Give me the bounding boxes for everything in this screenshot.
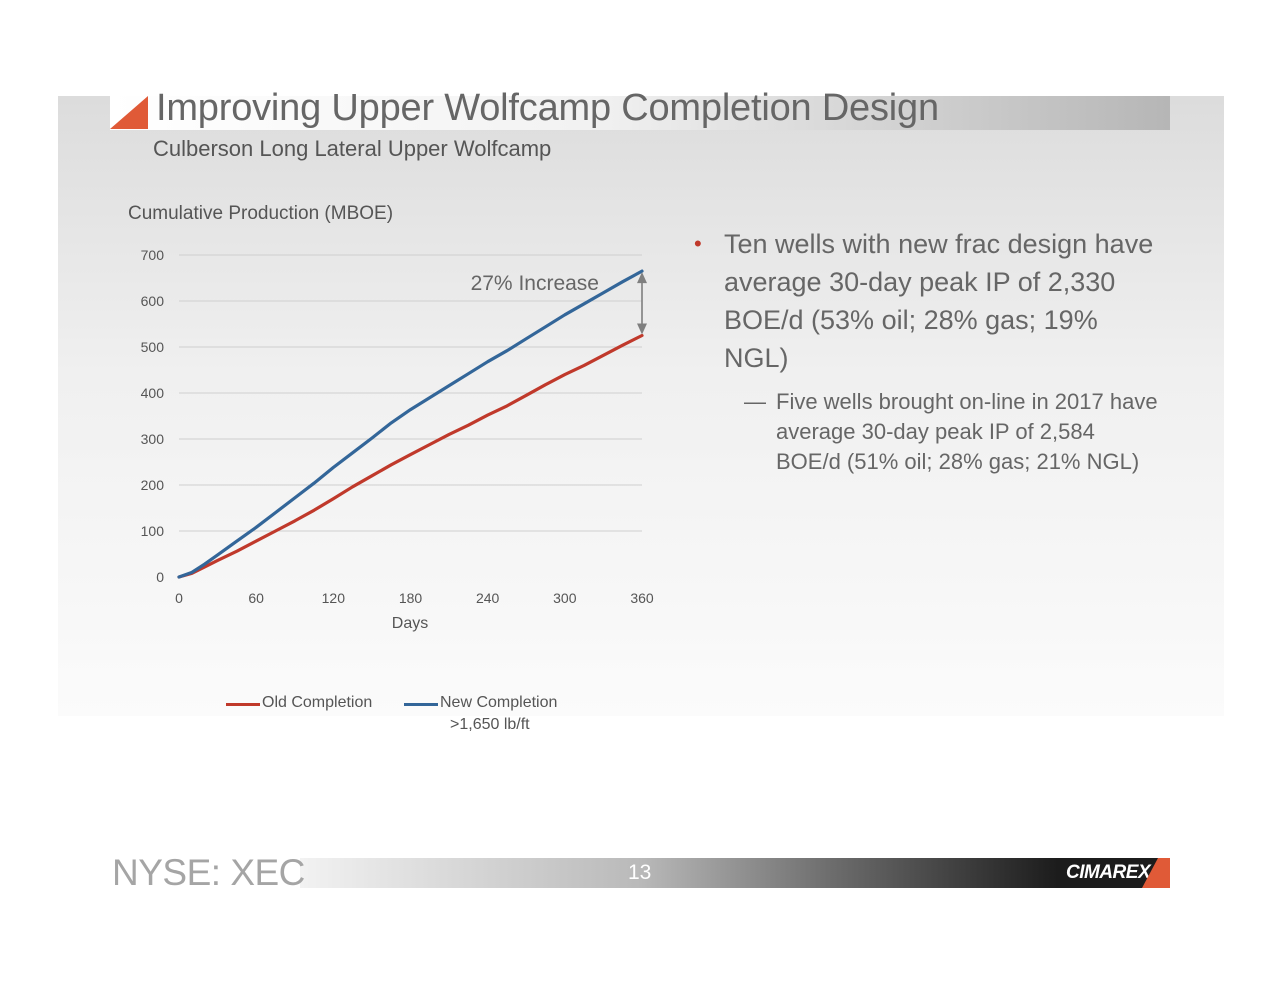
company-logo: CIMAREX xyxy=(1058,858,1170,888)
series-line-old-completion xyxy=(177,333,644,579)
bullet-main-text: Ten wells with new frac design have aver… xyxy=(724,229,1154,373)
page-number: 13 xyxy=(628,861,652,884)
y-tick-label-400: 400 xyxy=(141,385,165,401)
legend-new-line-icon xyxy=(404,703,438,706)
y-tick-label-500: 500 xyxy=(141,339,165,355)
x-tick-label-300: 300 xyxy=(553,590,577,606)
footer-bar xyxy=(300,858,1058,888)
legend-new-sublabel: >1,650 lb/ft xyxy=(450,716,530,733)
x-tick-label-180: 180 xyxy=(399,590,423,606)
x-tick-label-60: 60 xyxy=(248,590,264,606)
y-tick-label-600: 600 xyxy=(141,293,165,309)
y-tick-label-300: 300 xyxy=(141,431,165,447)
x-tick-label-0: 0 xyxy=(175,590,183,606)
chart-series xyxy=(177,269,644,579)
slide-title: Improving Upper Wolfcamp Completion Desi… xyxy=(156,87,939,129)
bullet-dot-icon: • xyxy=(694,231,702,256)
x-tick-label-360: 360 xyxy=(630,590,654,606)
logo-box: CIMAREX xyxy=(1058,858,1158,888)
dash-icon: — xyxy=(744,389,766,414)
x-tick-label-120: 120 xyxy=(322,590,346,606)
bullet-main: • Ten wells with new frac design have av… xyxy=(694,225,1164,377)
slide-background xyxy=(58,96,1224,716)
increase-annotation: 27% Increase xyxy=(471,272,647,335)
x-tick-label-240: 240 xyxy=(476,590,500,606)
chart-y-axis-label: Cumulative Production (MBOE) xyxy=(128,203,394,224)
footer-ticker: NYSE: XEC xyxy=(112,852,305,893)
increase-annotation-label: 27% Increase xyxy=(471,272,599,295)
title-bar xyxy=(110,96,1170,130)
series-line-new-completion xyxy=(177,269,644,579)
y-tick-label-700: 700 xyxy=(141,247,165,263)
legend-old-label: Old Completion xyxy=(262,694,373,711)
chart-x-axis-label: Days xyxy=(392,615,428,632)
chart-y-ticks: 0 100 200 300 400 500 600 700 xyxy=(141,247,165,585)
key-points: • Ten wells with new frac design have av… xyxy=(694,225,1164,477)
legend-old-line-icon xyxy=(226,703,260,706)
slide-subtitle: Culberson Long Lateral Upper Wolfcamp xyxy=(153,136,552,161)
chart-gridlines xyxy=(179,254,642,532)
y-tick-label-100: 100 xyxy=(141,523,165,539)
bullet-sub: — Five wells brought on-line in 2017 hav… xyxy=(694,387,1164,477)
legend-new-label: New Completion xyxy=(440,694,558,711)
y-tick-label-0: 0 xyxy=(156,569,164,585)
bullet-sub-text: Five wells brought on-line in 2017 have … xyxy=(776,389,1158,474)
arrow-down-icon xyxy=(637,323,647,335)
y-tick-label-200: 200 xyxy=(141,477,165,493)
logo-text: CIMAREX xyxy=(1066,862,1151,883)
chart-x-ticks: 0 60 120 180 240 300 360 xyxy=(175,590,654,606)
arrow-up-icon xyxy=(637,272,647,284)
